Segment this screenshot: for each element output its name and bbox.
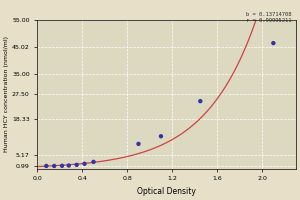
- Point: [198, 100, 203, 103]
- Point: [136, 142, 141, 145]
- Point: [271, 42, 276, 45]
- Point: [52, 164, 57, 168]
- Point: [44, 164, 49, 168]
- X-axis label: Optical Density: Optical Density: [137, 187, 196, 196]
- Text: b = 0.13714708
r = 0.99995211: b = 0.13714708 r = 0.99995211: [245, 12, 291, 23]
- Point: [74, 163, 79, 166]
- Y-axis label: Human HCY concentration (nmol/ml): Human HCY concentration (nmol/ml): [4, 36, 9, 152]
- Point: [91, 160, 96, 163]
- Point: [60, 164, 64, 167]
- Point: [82, 162, 87, 165]
- Point: [66, 164, 71, 167]
- Point: [159, 135, 164, 138]
